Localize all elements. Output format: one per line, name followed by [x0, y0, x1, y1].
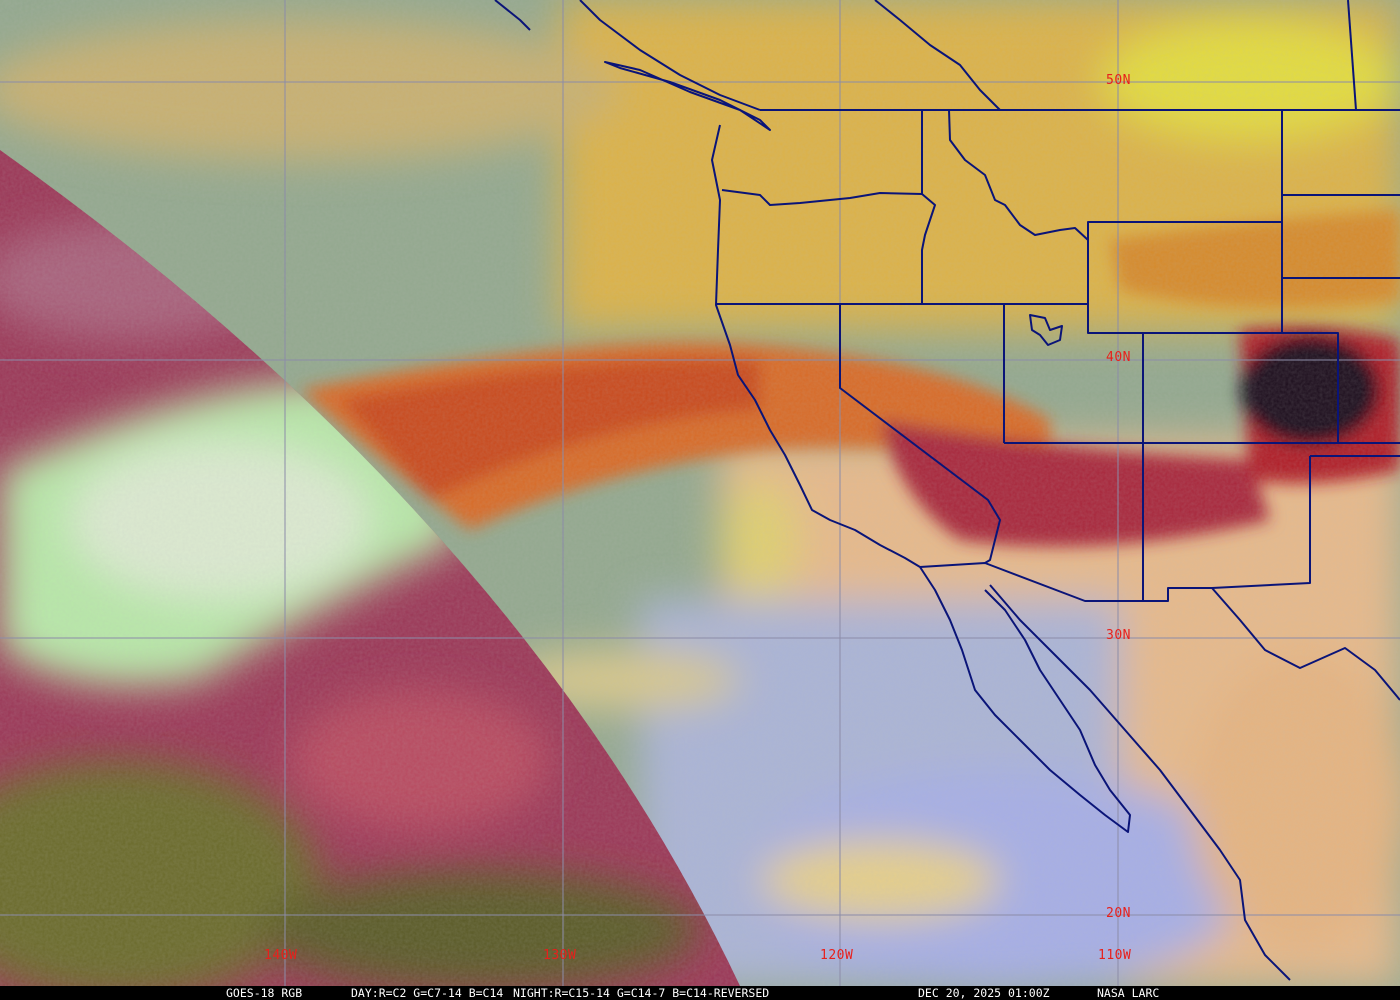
caption-night-recipe: NIGHT:R=C15-14 G=C14-7 B=C14-REVERSED [513, 986, 770, 1000]
border-wa-or [721, 189, 923, 206]
border-id-mt [948, 109, 1089, 241]
lat-label-40n: 40N [1106, 350, 1131, 365]
lon-label-130w: 130W [543, 948, 577, 963]
border-ca-nv [839, 304, 1001, 564]
coastline-gulf [1211, 587, 1400, 701]
coastline-west [711, 124, 1131, 833]
border-mt-nd [1281, 110, 1400, 279]
border-wa-id [921, 110, 936, 304]
political-boundaries [494, 0, 1400, 981]
lon-label-140w: 140W [264, 948, 298, 963]
lat-label-20n: 20N [1106, 906, 1131, 921]
lat-label-50n: 50N [1106, 73, 1131, 88]
border-ab-sk [1347, 0, 1357, 111]
border-colorado [1143, 332, 1339, 443]
caption-product: GOES-18 RGB [226, 986, 303, 1000]
caption-source: NASA LARC [1097, 986, 1160, 1000]
caption-bar: GOES-18 RGB DAY:R=C2 G=C7-14 B=C14 NIGHT… [0, 986, 1400, 1000]
lat-label-30n: 30N [1106, 628, 1131, 643]
coastline-mexico-mainland [989, 584, 1291, 981]
lon-label-120w: 120W [820, 948, 854, 963]
caption-day-recipe: DAY:R=C2 G=C7-14 B=C14 [351, 986, 504, 1000]
border-bc-ab [874, 0, 1001, 111]
great-salt-lake [1029, 314, 1063, 346]
border-us-mexico [919, 562, 1212, 602]
lon-label-110w: 110W [1098, 948, 1132, 963]
vancouver-island [604, 61, 771, 131]
border-nm-tx [1211, 455, 1400, 589]
coastline-bc [494, 0, 761, 111]
caption-timestamp: DEC 20, 2025 01:00Z [918, 986, 1050, 1000]
